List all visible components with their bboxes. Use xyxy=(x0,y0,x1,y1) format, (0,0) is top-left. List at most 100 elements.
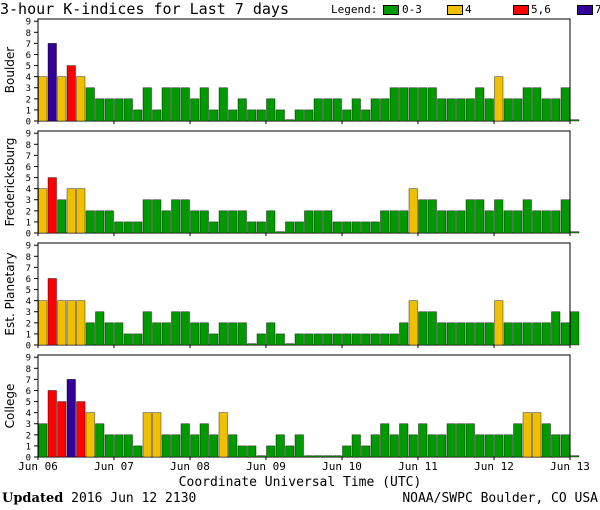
bar xyxy=(199,423,209,458)
bar xyxy=(332,455,342,458)
bar xyxy=(171,87,181,122)
bar xyxy=(142,87,152,122)
bar xyxy=(522,199,532,234)
bar xyxy=(541,423,551,458)
y-tick-label: 8 xyxy=(26,253,31,263)
bar xyxy=(437,434,447,458)
bar xyxy=(190,322,200,346)
bar xyxy=(456,322,466,346)
bar xyxy=(408,188,418,234)
bar xyxy=(456,210,466,234)
bar xyxy=(209,109,219,122)
bar xyxy=(484,322,494,346)
bar xyxy=(332,333,342,346)
y-tick-label: 1 xyxy=(26,330,31,340)
bar xyxy=(38,188,48,234)
bar xyxy=(389,210,399,234)
bar xyxy=(380,210,390,234)
bar xyxy=(342,333,352,346)
bar xyxy=(570,455,580,458)
bar xyxy=(228,434,238,458)
bar xyxy=(399,423,409,458)
bar xyxy=(389,87,399,122)
bar xyxy=(209,333,219,346)
bar xyxy=(494,434,504,458)
bar xyxy=(408,87,418,122)
bar xyxy=(484,434,494,458)
bar xyxy=(38,423,48,458)
bar xyxy=(370,333,380,346)
bar xyxy=(161,434,171,458)
bar xyxy=(560,199,570,234)
bar xyxy=(532,210,542,234)
bar xyxy=(560,434,570,458)
y-tick-label: 5 xyxy=(26,62,31,72)
bar xyxy=(522,322,532,346)
y-tick-label: 6 xyxy=(26,163,31,173)
bar xyxy=(351,333,361,346)
bar xyxy=(361,333,371,346)
y-tick-label: 8 xyxy=(26,29,31,39)
panel-label: Est. Planetary xyxy=(3,252,17,335)
y-tick-label: 4 xyxy=(26,409,31,419)
bar xyxy=(437,98,447,122)
bar xyxy=(513,322,523,346)
bar xyxy=(114,98,124,122)
bar xyxy=(551,311,561,346)
bar xyxy=(313,455,323,458)
x-axis-label: Coordinate Universal Time (UTC) xyxy=(178,475,422,490)
bar xyxy=(494,300,504,346)
bar xyxy=(408,300,418,346)
bar xyxy=(304,455,314,458)
y-tick-label: 6 xyxy=(26,51,31,61)
bar xyxy=(266,445,276,458)
bar xyxy=(399,87,409,122)
y-tick-label: 4 xyxy=(26,297,31,307)
bar xyxy=(266,98,276,122)
legend-swatch-4 xyxy=(447,5,463,15)
bar xyxy=(418,423,428,458)
x-tick-label: Jun 10 xyxy=(322,460,362,473)
x-tick-label: Jun 07 xyxy=(94,460,134,473)
bar xyxy=(123,221,133,234)
bar xyxy=(484,210,494,234)
bar xyxy=(342,109,352,122)
bar xyxy=(247,343,257,346)
bar xyxy=(256,333,266,346)
bar xyxy=(152,109,162,122)
y-tick-label: 2 xyxy=(26,319,31,329)
y-tick-label: 1 xyxy=(26,106,31,116)
y-tick-label: 7 xyxy=(26,376,31,386)
bar xyxy=(532,412,542,458)
bar xyxy=(541,322,551,346)
bar xyxy=(190,98,200,122)
bar xyxy=(266,210,276,234)
bar xyxy=(237,445,247,458)
bar xyxy=(522,412,532,458)
bar xyxy=(465,322,475,346)
bar xyxy=(104,98,114,122)
bar xyxy=(180,87,190,122)
bar xyxy=(427,199,437,234)
bar xyxy=(38,76,48,122)
bar xyxy=(560,87,570,122)
bar xyxy=(133,109,143,122)
bar xyxy=(380,423,390,458)
bar xyxy=(275,434,285,458)
y-tick-label: 5 xyxy=(26,398,31,408)
bar xyxy=(180,423,190,458)
bar xyxy=(76,300,86,346)
bar xyxy=(133,333,143,346)
bar xyxy=(389,434,399,458)
bar xyxy=(171,311,181,346)
bar xyxy=(85,210,95,234)
y-tick-label: 5 xyxy=(26,286,31,296)
legend-swatch-7-9 xyxy=(577,5,593,15)
bar xyxy=(199,210,209,234)
x-tick-label: Jun 12 xyxy=(474,460,514,473)
bar xyxy=(361,445,371,458)
bar xyxy=(446,423,456,458)
bar xyxy=(351,98,361,122)
bar xyxy=(190,434,200,458)
